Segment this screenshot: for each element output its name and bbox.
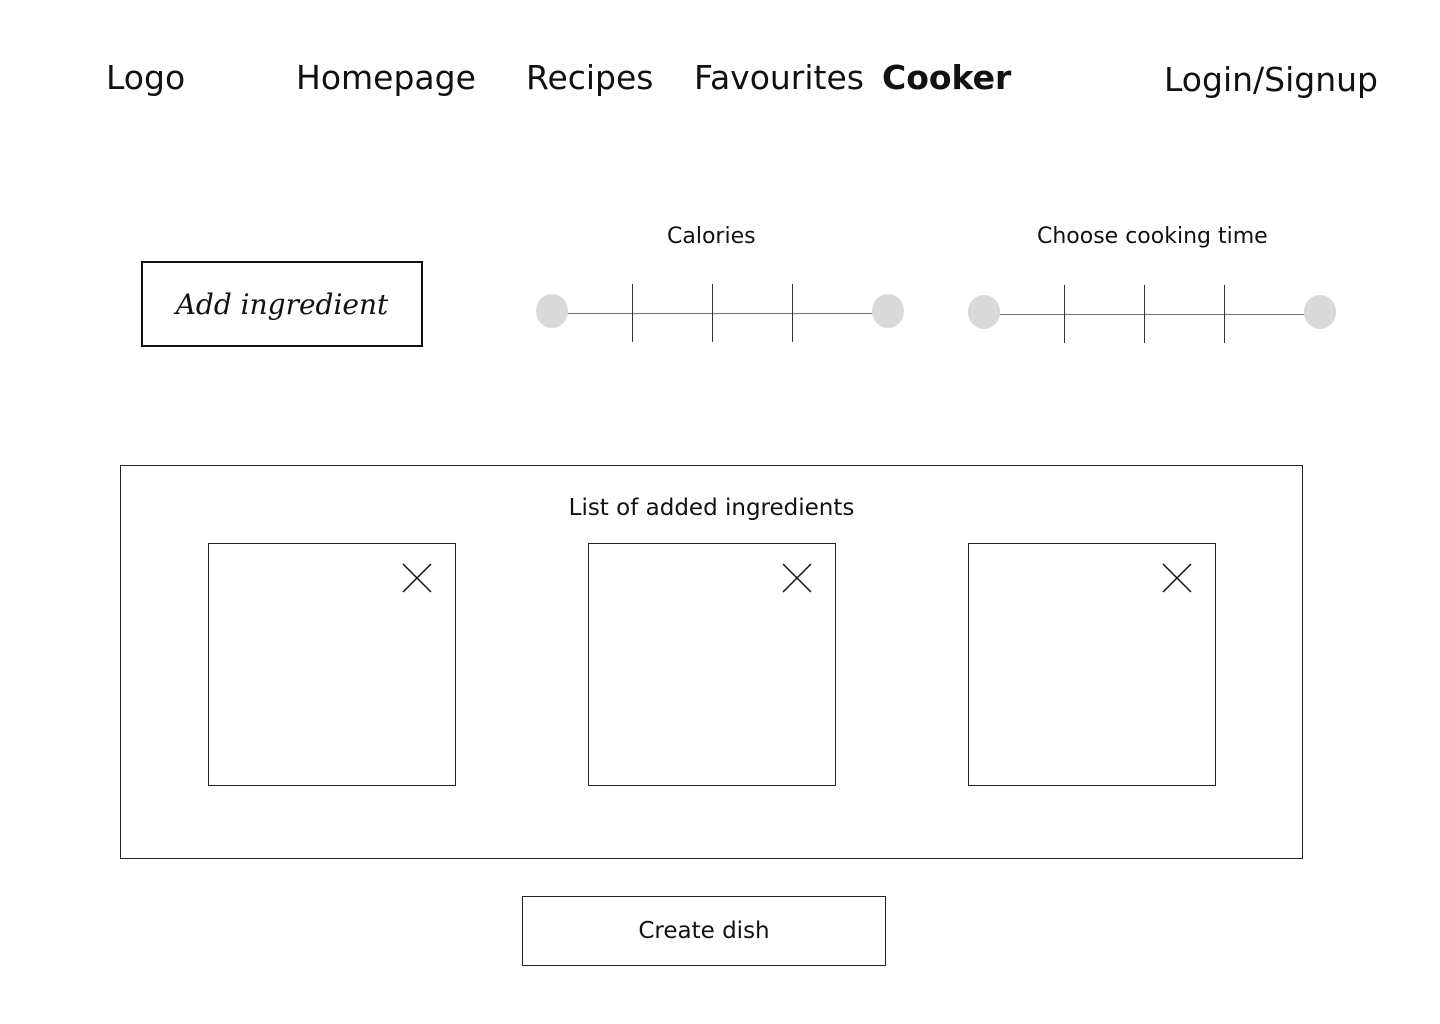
slider-tick bbox=[792, 284, 793, 342]
ingredient-card[interactable] bbox=[588, 543, 836, 786]
close-icon[interactable] bbox=[1161, 562, 1193, 594]
slider-track[interactable] bbox=[552, 313, 888, 314]
create-dish-button[interactable]: Create dish bbox=[522, 896, 886, 966]
calories-label: Calories bbox=[667, 224, 756, 249]
nav-item-recipes[interactable]: Recipes bbox=[526, 58, 654, 97]
cooking-time-min-handle[interactable] bbox=[968, 295, 1000, 329]
close-icon[interactable] bbox=[401, 562, 433, 594]
nav-item-cooker[interactable]: Cooker bbox=[882, 58, 1012, 97]
slider-tick bbox=[1064, 285, 1065, 343]
close-icon[interactable] bbox=[781, 562, 813, 594]
slider-tick bbox=[1224, 285, 1225, 343]
nav-item-homepage[interactable]: Homepage bbox=[296, 58, 476, 97]
add-ingredient-button[interactable]: Add ingredient bbox=[141, 261, 423, 347]
cooking-time-slider[interactable] bbox=[968, 284, 1336, 344]
slider-tick bbox=[632, 284, 633, 342]
slider-tick bbox=[1144, 285, 1145, 343]
ingredients-list-title: List of added ingredients bbox=[568, 495, 855, 521]
ingredient-card[interactable] bbox=[968, 543, 1216, 786]
calories-max-handle[interactable] bbox=[872, 294, 904, 328]
nav-item-login-signup[interactable]: Login/Signup bbox=[1164, 60, 1378, 99]
nav-item-favourites[interactable]: Favourites bbox=[694, 58, 864, 97]
ingredient-card[interactable] bbox=[208, 543, 456, 786]
calories-min-handle[interactable] bbox=[536, 294, 568, 328]
cooking-time-max-handle[interactable] bbox=[1304, 295, 1336, 329]
cooking-time-label: Choose cooking time bbox=[1037, 224, 1268, 249]
logo: Logo bbox=[106, 58, 186, 97]
slider-track[interactable] bbox=[984, 314, 1320, 315]
ingredients-list-panel: List of added ingredients bbox=[120, 465, 1303, 859]
calories-slider[interactable] bbox=[536, 283, 904, 343]
slider-tick bbox=[712, 284, 713, 342]
